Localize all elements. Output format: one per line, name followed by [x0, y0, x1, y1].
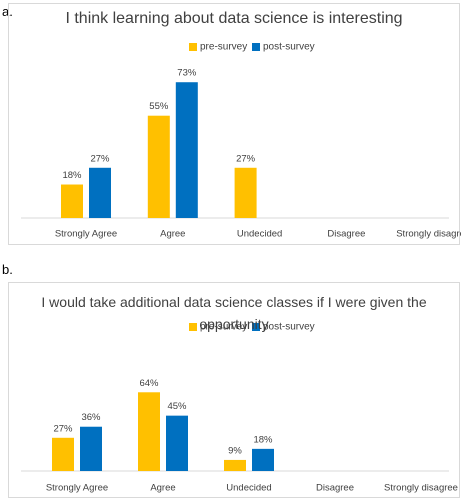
legend-swatch: [189, 323, 197, 331]
x-tick-label: Strongly disagree: [384, 483, 458, 494]
legend-label: post-survey: [263, 42, 315, 53]
chart: pre-survey post-survey Strongly Agree 18% 27…: [21, 42, 461, 240]
data-label: 27%: [53, 423, 73, 434]
bar: [61, 184, 83, 218]
data-label: 18%: [253, 434, 273, 445]
chart-title: I would take additional data science cla…: [41, 294, 427, 332]
chart-panel: pre-survey post-survey Strongly Agree 27% 36…: [8, 282, 460, 498]
x-tick-label: Agree: [160, 229, 185, 240]
bar: [234, 167, 257, 218]
data-label: 36%: [81, 412, 101, 423]
bar: [166, 415, 188, 471]
x-tick-label: Agree: [150, 483, 175, 494]
bar: [224, 459, 246, 471]
x-tick-label: Undecided: [237, 229, 282, 240]
x-tick-label: Undecided: [226, 483, 271, 494]
panel-label: a.: [2, 4, 13, 19]
data-label: 27%: [90, 153, 110, 164]
x-tick-label: Strongly disagree: [396, 229, 461, 240]
data-label: 73%: [177, 68, 197, 79]
legend-swatch: [189, 43, 197, 51]
data-label: 9%: [228, 445, 242, 456]
bar: [138, 392, 160, 471]
data-label: 55%: [149, 101, 169, 112]
bar: [147, 115, 170, 218]
data-label: 45%: [167, 401, 187, 412]
chart: pre-survey post-survey Strongly Agree 27% 36…: [21, 322, 458, 494]
data-label: 27%: [236, 153, 256, 164]
bar: [89, 167, 111, 218]
legend-swatch: [252, 43, 260, 51]
x-tick-label: Strongly Agree: [55, 229, 117, 240]
x-tick-label: Strongly Agree: [46, 483, 108, 494]
x-tick-label: Disagree: [327, 229, 365, 240]
bar: [80, 426, 102, 471]
legend-label: post-survey: [263, 322, 315, 333]
panel-label: b.: [2, 262, 13, 277]
bar: [52, 437, 74, 471]
bar: [175, 82, 198, 218]
data-label: 18%: [62, 170, 82, 181]
legend-label: pre-survey: [200, 42, 247, 53]
chart-panel: pre-survey post-survey Strongly Agree 18% 27…: [8, 3, 461, 245]
legend-swatch: [252, 323, 260, 331]
bar: [252, 448, 274, 471]
x-tick-label: Disagree: [316, 483, 354, 494]
chart-title: I think learning about data science is i…: [65, 10, 403, 27]
data-label: 64%: [139, 378, 159, 389]
legend-label: pre-survey: [200, 322, 247, 333]
